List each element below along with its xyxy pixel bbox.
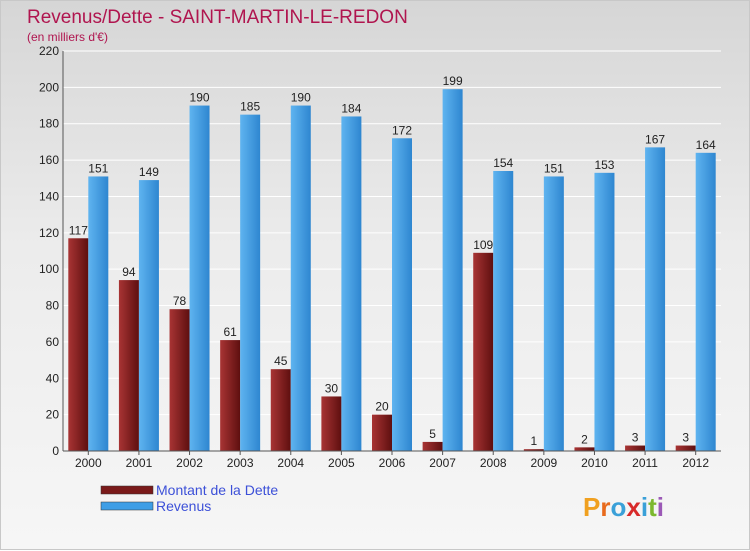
x-tick-label: 2007 bbox=[429, 456, 456, 470]
bar-revenus bbox=[645, 147, 666, 451]
value-label-revenus: 153 bbox=[594, 158, 614, 172]
x-tick-label: 2001 bbox=[126, 456, 153, 470]
bar-revenus bbox=[493, 171, 514, 451]
x-tick-label: 2003 bbox=[227, 456, 254, 470]
value-label-dette: 78 bbox=[173, 294, 187, 308]
value-label-dette: 30 bbox=[325, 381, 339, 395]
logo-letter: P bbox=[583, 492, 600, 522]
value-label-dette: 61 bbox=[223, 325, 237, 339]
bars bbox=[68, 89, 716, 452]
y-tick-label: 140 bbox=[39, 189, 59, 203]
value-label-revenus: 185 bbox=[240, 100, 260, 114]
bar-dette bbox=[68, 238, 89, 451]
bar-dette bbox=[372, 414, 392, 451]
bar-revenus bbox=[88, 176, 109, 452]
value-label-dette: 1 bbox=[531, 434, 538, 448]
value-label-dette: 45 bbox=[274, 354, 288, 368]
x-tick-label: 2005 bbox=[328, 456, 355, 470]
x-tick-label: 2004 bbox=[277, 456, 304, 470]
value-label-revenus: 190 bbox=[190, 91, 210, 105]
legend-label: Revenus bbox=[156, 498, 211, 514]
x-tick-label: 2012 bbox=[682, 456, 709, 470]
value-label-revenus: 151 bbox=[88, 161, 108, 175]
value-labels: 117 151 94 149 78 190 61 185 45 190 30 184 20 172 5 199… bbox=[69, 74, 716, 448]
x-tick-label: 2000 bbox=[75, 456, 102, 470]
value-label-revenus: 167 bbox=[645, 132, 665, 146]
legend-swatch bbox=[100, 501, 154, 511]
bar-revenus bbox=[695, 152, 716, 451]
bar-dette bbox=[270, 369, 291, 451]
value-label-dette: 117 bbox=[69, 223, 88, 237]
value-label-dette: 2 bbox=[581, 432, 588, 446]
bar-dette bbox=[169, 309, 190, 451]
chart-title: Revenus/Dette - SAINT-MARTIN-LE-REDON bbox=[27, 7, 408, 28]
value-label-dette: 94 bbox=[122, 265, 136, 279]
value-label-revenus: 172 bbox=[392, 123, 412, 137]
bar-revenus bbox=[290, 105, 311, 451]
bar-dette bbox=[625, 445, 646, 451]
value-label-revenus: 184 bbox=[341, 101, 361, 115]
bar-dette bbox=[574, 447, 595, 451]
value-label-dette: 3 bbox=[682, 431, 689, 445]
value-label-dette: 109 bbox=[473, 238, 493, 252]
bar-revenus bbox=[392, 138, 412, 452]
value-label-revenus: 190 bbox=[291, 91, 311, 105]
bar-dette bbox=[321, 396, 342, 451]
bar-revenus bbox=[341, 116, 362, 452]
value-label-dette: 3 bbox=[632, 431, 639, 445]
logo-letter: x bbox=[626, 492, 641, 522]
value-label-revenus: 154 bbox=[493, 156, 513, 170]
bar-revenus bbox=[138, 180, 159, 451]
value-label-revenus: 149 bbox=[139, 165, 159, 179]
x-tick-label: 2002 bbox=[176, 456, 203, 470]
x-tick-label: 2011 bbox=[632, 456, 658, 470]
value-label-revenus: 151 bbox=[544, 161, 564, 175]
logo-letter: o bbox=[610, 492, 626, 522]
logo-letter: i bbox=[641, 492, 648, 522]
bar-revenus bbox=[189, 105, 210, 451]
value-label-revenus: 199 bbox=[443, 74, 463, 88]
y-tick-label: 20 bbox=[46, 408, 60, 422]
y-tick-label: 60 bbox=[46, 335, 60, 349]
bar-dette bbox=[118, 280, 139, 451]
bar-dette bbox=[473, 252, 494, 451]
bar-revenus bbox=[594, 172, 615, 451]
x-tick-label: 2009 bbox=[530, 456, 557, 470]
y-tick-label: 0 bbox=[52, 444, 59, 458]
value-label-dette: 20 bbox=[375, 400, 389, 414]
legend-label: Montant de la Dette bbox=[156, 482, 278, 498]
y-tick-label: 220 bbox=[39, 44, 59, 58]
proxiti-logo: Proxiti bbox=[583, 492, 664, 522]
x-tick-label: 2010 bbox=[581, 456, 608, 470]
bar-revenus bbox=[240, 114, 261, 452]
y-tick-label: 120 bbox=[39, 226, 59, 240]
y-tick-label: 100 bbox=[39, 262, 59, 276]
bar-dette bbox=[220, 340, 241, 451]
bar-dette bbox=[422, 441, 443, 451]
bar-dette bbox=[523, 449, 544, 451]
x-tick-label: 2008 bbox=[480, 456, 507, 470]
logo-letter: t bbox=[648, 492, 657, 522]
y-tick-label: 200 bbox=[39, 80, 59, 94]
bar-revenus bbox=[543, 176, 564, 452]
legend-swatch bbox=[100, 485, 154, 495]
logo-letter: r bbox=[600, 492, 610, 522]
y-tick-label: 80 bbox=[46, 299, 60, 313]
bar-revenus bbox=[442, 89, 463, 451]
value-label-dette: 5 bbox=[429, 427, 436, 441]
bar-dette bbox=[675, 445, 696, 451]
logo-letter: i bbox=[657, 492, 664, 522]
value-label-revenus: 164 bbox=[696, 138, 716, 152]
x-tick-label: 2006 bbox=[379, 456, 406, 470]
y-tick-label: 180 bbox=[39, 117, 59, 131]
y-tick-label: 160 bbox=[39, 153, 59, 167]
y-tick-label: 40 bbox=[46, 371, 60, 385]
chart-subtitle: (en milliers d'€) bbox=[27, 30, 108, 44]
